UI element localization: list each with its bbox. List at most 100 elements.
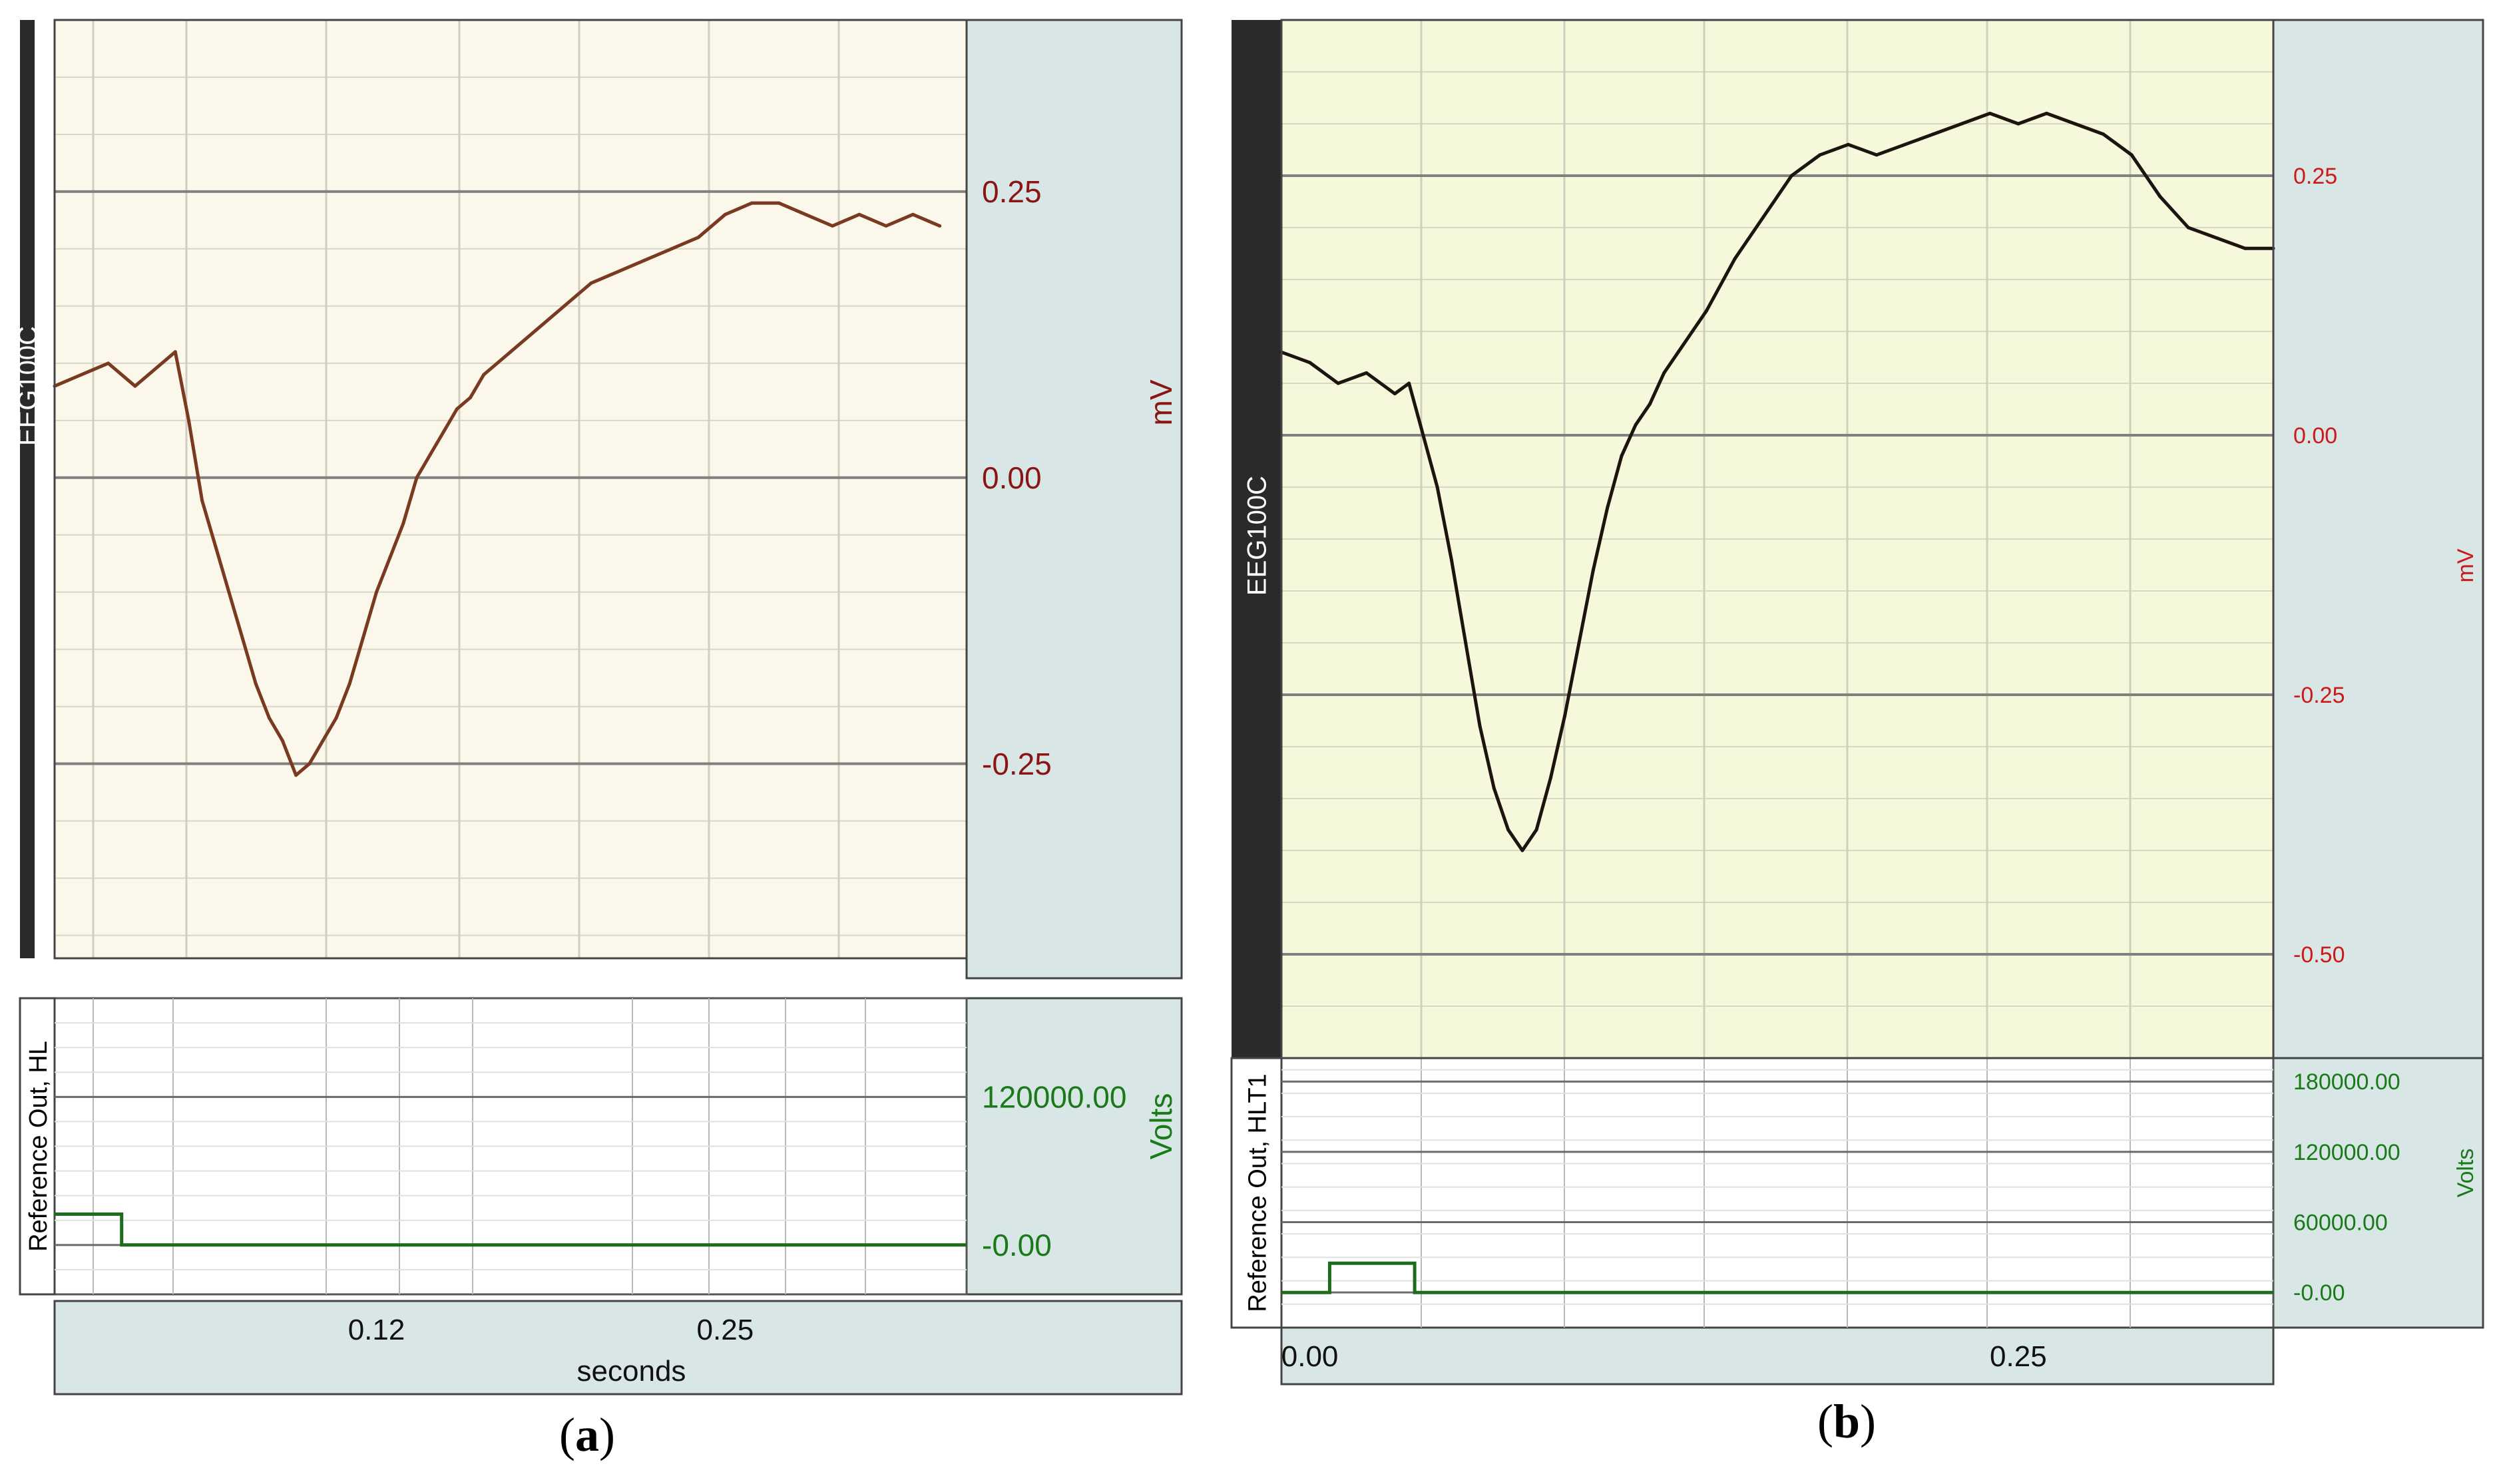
- ytick-label-b-upper: 0.25: [2293, 164, 2337, 189]
- point-a-eeg: [803, 212, 807, 216]
- point-a-eeg: [616, 270, 620, 274]
- ytick-label-b-upper: 0.00: [2293, 423, 2337, 449]
- panel-b-lower-side: [2272, 1057, 2484, 1329]
- point-a-eeg: [831, 224, 835, 228]
- point-b-eeg: [1761, 215, 1765, 219]
- point-b-eeg: [1577, 641, 1581, 645]
- point-b-eeg: [1506, 828, 1510, 832]
- point-b-eeg: [2243, 246, 2247, 250]
- point-b-eeg: [1563, 713, 1567, 717]
- point-b-eeg: [1634, 423, 1638, 427]
- point-a-eeg: [173, 350, 177, 354]
- series-b-reference-line: [1281, 1261, 2273, 1294]
- point-b-eeg: [1520, 848, 1524, 852]
- point-a-eeg: [107, 361, 111, 365]
- point-a-eeg: [938, 224, 942, 228]
- series-a-reference-line: [55, 1212, 967, 1247]
- point-a-eeg: [294, 773, 298, 777]
- point-a-eeg: [401, 522, 405, 526]
- point-a-eeg: [254, 681, 258, 685]
- point-b-eeg: [1705, 309, 1709, 313]
- point-b-eeg: [1690, 329, 1694, 333]
- point-b-eeg: [2073, 122, 2077, 126]
- point-a-eeg: [133, 384, 137, 388]
- point-a-eeg: [696, 236, 700, 240]
- frame-a-upper: [53, 19, 968, 960]
- point-a-eeg: [535, 327, 539, 331]
- ytick-label-b-lower: 120000.00: [2293, 1140, 2400, 1165]
- panel-a-upper-side: [965, 19, 1183, 980]
- point-b-eeg: [1988, 111, 1992, 115]
- point-b-eeg: [2130, 153, 2134, 157]
- point-a-eeg: [240, 636, 244, 640]
- point-a-eeg: [482, 373, 486, 377]
- point-b-eeg: [2044, 111, 2048, 115]
- frame-b-upper: [1280, 19, 2275, 1059]
- point-a-eeg: [509, 350, 513, 354]
- point-b-eeg: [1421, 433, 1425, 437]
- point-a-eeg: [186, 419, 190, 423]
- point-b-eeg: [1336, 381, 1340, 385]
- unit-label-b-upper: mV: [2453, 548, 2478, 582]
- point-a-eeg: [857, 212, 861, 216]
- unit-label-a-lower: Volts: [1144, 1093, 1178, 1160]
- channel-label-a-lower: Reference Out, HL: [25, 1041, 53, 1252]
- caption-a-letter: a: [574, 1408, 599, 1461]
- point-a-eeg: [200, 498, 204, 502]
- channel-label-b-upper: EEG100C: [1243, 476, 1272, 596]
- point-b-eeg: [1903, 142, 1907, 146]
- point-a-eeg: [214, 544, 218, 548]
- point-a-eeg: [308, 762, 312, 766]
- point-b-eeg: [1393, 392, 1397, 396]
- point-b-eeg: [1591, 568, 1595, 572]
- point-b-eeg: [1818, 153, 1822, 157]
- xaxis-label-a: seconds: [577, 1355, 686, 1388]
- point-a-eeg: [642, 258, 646, 262]
- point-a-eeg: [670, 247, 674, 251]
- xtick-label-b: 0.25: [1990, 1340, 2047, 1373]
- point-b-eeg: [1478, 724, 1482, 728]
- caption-a: (a): [559, 1408, 615, 1461]
- point-b-eeg: [1846, 142, 1850, 146]
- point-a-eeg: [455, 407, 459, 411]
- panel-a-channel-strip: [20, 20, 35, 958]
- point-b-eeg: [2102, 132, 2106, 136]
- ytick-label-b-upper: -0.25: [2293, 683, 2345, 708]
- point-b-eeg: [1492, 786, 1496, 790]
- unit-label-b-lower: Volts: [2453, 1149, 2478, 1198]
- point-a-eeg: [723, 212, 727, 216]
- point-b-eeg: [1308, 361, 1312, 365]
- caption-b-letter: b: [1833, 1395, 1861, 1448]
- point-b-eeg: [1676, 350, 1680, 354]
- caption-b: (b): [1817, 1395, 1877, 1448]
- ytick-label-a-upper: -0.25: [982, 747, 1052, 781]
- point-a-eeg: [227, 590, 231, 594]
- panel-a-lower-side: [965, 997, 1183, 1296]
- point-a-eeg: [267, 716, 271, 720]
- point-a-eeg: [884, 224, 888, 228]
- point-a-eeg: [911, 212, 915, 216]
- point-b-eeg: [2158, 194, 2162, 198]
- point-b-eeg: [1534, 828, 1538, 832]
- panel-b-lower-strip: [1230, 1057, 1283, 1329]
- xtick-label-b: 0.00: [1281, 1340, 1339, 1373]
- ytick-label-a-lower: -0.00: [982, 1228, 1052, 1262]
- point-b-eeg: [1548, 776, 1552, 780]
- point-b-eeg: [1620, 454, 1624, 458]
- point-b-eeg: [1464, 641, 1468, 645]
- series-a-eeg-line: [54, 201, 941, 777]
- point-a-eeg: [428, 453, 432, 457]
- ytick-label-b-lower: -0.00: [2293, 1280, 2345, 1306]
- point-b-eeg: [1365, 371, 1369, 375]
- point-a-eeg: [361, 636, 365, 640]
- channel-label-b-lower: Reference Out, HLT1: [1244, 1073, 1272, 1312]
- ytick-label-b-lower: 180000.00: [2293, 1069, 2400, 1095]
- point-b-eeg: [1606, 506, 1610, 510]
- point-a-eeg: [160, 361, 164, 365]
- point-a-eeg: [281, 739, 284, 743]
- point-a-eeg: [750, 201, 754, 205]
- point-a-eeg: [347, 681, 351, 685]
- point-b-eeg: [1435, 485, 1439, 489]
- panel-b-lower-plot: [1280, 1057, 2275, 1329]
- point-a-eeg: [334, 716, 338, 720]
